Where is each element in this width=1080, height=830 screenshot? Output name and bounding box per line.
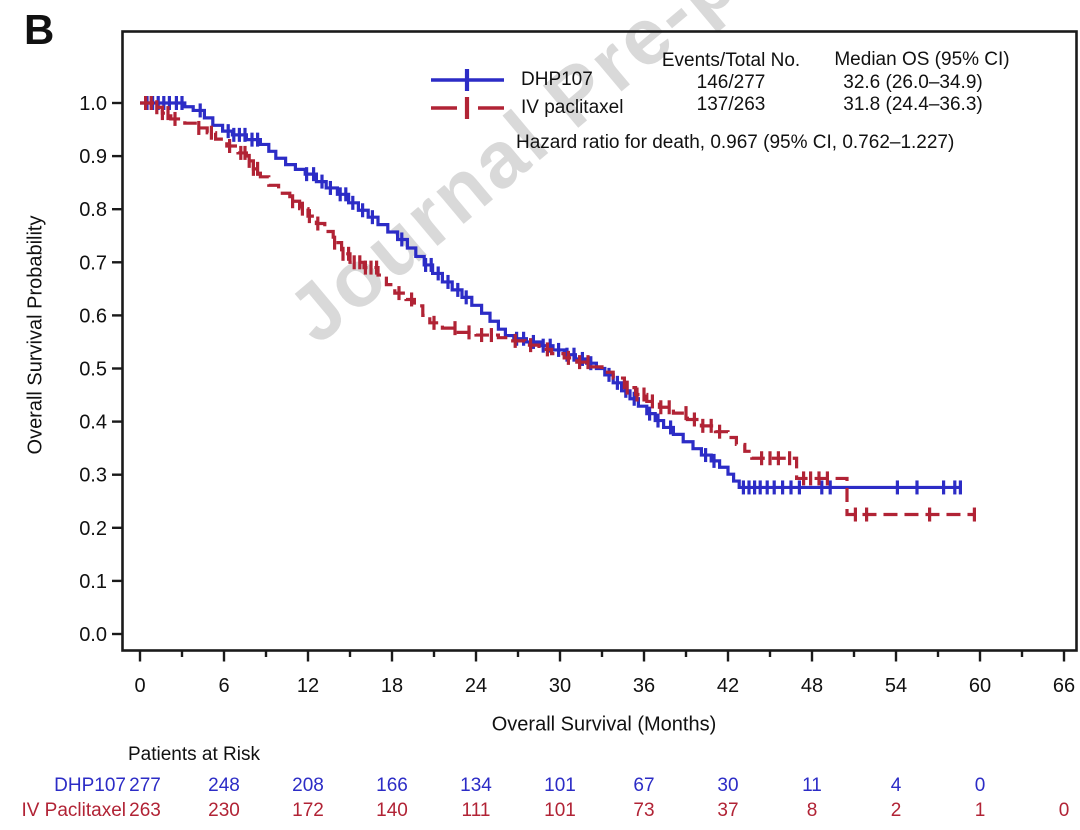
svg-text:30: 30 [549, 675, 571, 697]
risk-count: 2 [891, 800, 902, 821]
svg-text:0.9: 0.9 [79, 146, 107, 168]
legend-samples [431, 69, 504, 119]
plot-frame [121, 30, 1078, 652]
patients-at-risk-title: Patients at Risk [128, 744, 260, 765]
svg-text:66: 66 [1053, 675, 1075, 697]
svg-text:36: 36 [633, 675, 655, 697]
risk-count: 208 [292, 775, 324, 796]
legend-label-dhp107: DHP107 [521, 69, 593, 90]
risk-count: 11 [802, 775, 822, 796]
svg-text:18: 18 [381, 675, 403, 697]
risk-count: 101 [544, 775, 576, 796]
svg-text:0.1: 0.1 [79, 571, 107, 593]
svg-text:0.4: 0.4 [79, 412, 107, 434]
risk-count: 230 [208, 800, 240, 821]
events-total-header: Events/Total No. [661, 50, 801, 71]
svg-text:24: 24 [465, 675, 487, 697]
events-total-iv-paclitaxel: 137/263 [696, 94, 766, 115]
risk-count: 277 [129, 775, 161, 796]
events-total-dhp107: 146/277 [696, 72, 766, 93]
median-os-header: Median OS (95% CI) [834, 49, 1010, 70]
risk-count: 1 [975, 800, 986, 821]
risk-count: 172 [292, 800, 324, 821]
risk-count: 8 [807, 800, 818, 821]
y-axis: 0.0 0.1 0.2 0.3 0.4 0.5 0.6 0.7 0.8 0.9 1.0 [79, 93, 123, 646]
svg-text:1.0: 1.0 [79, 93, 107, 115]
risk-count: 4 [891, 775, 902, 796]
risk-row-dhp107: DHP107 277 248 208 166 134 101 67 30 11 4 0 [54, 775, 985, 796]
svg-text:42: 42 [717, 675, 739, 697]
risk-count: 37 [717, 800, 738, 821]
svg-text:0.3: 0.3 [79, 465, 107, 487]
risk-count: 0 [1059, 800, 1070, 821]
legend-label-iv-paclitaxel: IV paclitaxel [521, 97, 624, 118]
svg-text:60: 60 [969, 675, 991, 697]
svg-text:0: 0 [134, 675, 145, 697]
svg-text:6: 6 [218, 675, 229, 697]
svg-text:12: 12 [297, 675, 319, 697]
risk-count: 134 [460, 775, 492, 796]
svg-text:0.0: 0.0 [79, 624, 107, 646]
iv-paclitaxel-curve [140, 96, 977, 522]
risk-count: 0 [975, 775, 986, 796]
risk-count: 101 [544, 800, 576, 821]
risk-count: 263 [129, 800, 161, 821]
risk-count: 166 [376, 775, 408, 796]
risk-count: 248 [208, 775, 240, 796]
risk-count: 111 [462, 800, 491, 821]
risk-row-label: IV Paclitaxel [21, 800, 126, 821]
risk-count: 73 [633, 800, 654, 821]
x-axis-title: Overall Survival (Months) [491, 713, 717, 736]
risk-row-iv-paclitaxel: IV Paclitaxel 263 230 172 140 111 101 73 37 8 2 1 0 [21, 800, 1069, 821]
median-os-dhp107: 32.6 (26.0–34.9) [843, 72, 983, 93]
svg-text:0.8: 0.8 [79, 199, 107, 221]
svg-text:0.6: 0.6 [79, 305, 107, 327]
svg-text:48: 48 [801, 675, 823, 697]
dhp107-curve [140, 96, 963, 495]
risk-count: 67 [633, 775, 654, 796]
svg-text:0.2: 0.2 [79, 518, 107, 540]
hazard-ratio-note: Hazard ratio for death, 0.967 (95% CI, 0… [516, 132, 955, 153]
median-os-iv-paclitaxel: 31.8 (24.4–36.3) [843, 94, 983, 115]
risk-count: 140 [376, 800, 408, 821]
risk-count: 30 [717, 775, 738, 796]
svg-text:0.7: 0.7 [79, 252, 107, 274]
svg-text:0.5: 0.5 [79, 359, 107, 381]
x-axis: 0 6 12 18 24 30 36 42 48 54 60 66 [134, 650, 1075, 697]
svg-text:54: 54 [885, 675, 907, 697]
risk-row-label: DHP107 [54, 775, 126, 796]
panel-label: B [24, 6, 55, 53]
